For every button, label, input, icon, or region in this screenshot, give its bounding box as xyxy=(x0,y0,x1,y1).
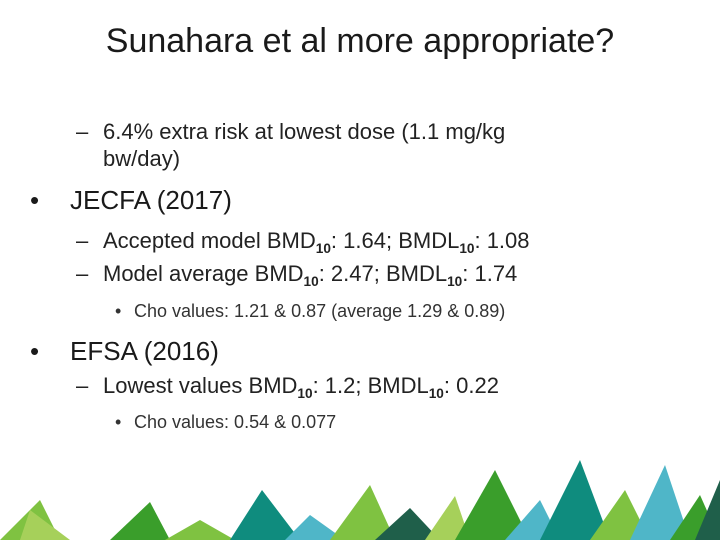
bullet-text: 6.4% extra risk at lowest dose (1.1 mg/k… xyxy=(103,119,506,144)
bullet-text: Lowest values BMD10: 1.2; BMDL10: 0.22 xyxy=(103,373,499,401)
bullet-text: EFSA (2016) xyxy=(70,336,219,366)
dash-marker: – xyxy=(76,261,89,286)
deco-shape xyxy=(455,470,530,540)
decorative-triangle-band xyxy=(0,460,720,540)
bullet-marker: • xyxy=(30,336,40,366)
bullet-text: Model average BMD10: 2.47; BMDL10: 1.74 xyxy=(103,261,518,289)
deco-shape xyxy=(375,508,440,540)
deco-shape xyxy=(230,490,300,540)
bullet-marker: • xyxy=(115,301,122,321)
bullet-text: JECFA (2017) xyxy=(70,185,232,215)
bullet-marker: • xyxy=(115,412,122,432)
deco-shape xyxy=(165,520,235,540)
deco-shape xyxy=(590,490,650,540)
dash-marker: – xyxy=(76,228,89,253)
deco-shape xyxy=(540,460,610,540)
deco-shape xyxy=(630,465,690,540)
bullet-text: Cho values: 1.21 & 0.87 (average 1.29 & … xyxy=(134,301,506,321)
bullet-text-continued: bw/day) xyxy=(103,146,181,171)
dash-marker: – xyxy=(76,373,89,398)
deco-shape xyxy=(695,480,720,540)
dash-marker: – xyxy=(76,119,89,144)
bullet-marker: • xyxy=(30,185,40,215)
deco-shape xyxy=(20,510,70,540)
deco-shape xyxy=(330,485,395,540)
bullet-text: Accepted model BMD10: 1.64; BMDL10: 1.08 xyxy=(103,228,530,256)
deco-shape xyxy=(425,496,470,540)
slide-title: Sunahara et al more appropriate? xyxy=(105,22,615,60)
bullet-text: Cho values: 0.54 & 0.077 xyxy=(134,412,337,432)
deco-shape xyxy=(285,515,345,540)
deco-shape xyxy=(110,502,170,540)
